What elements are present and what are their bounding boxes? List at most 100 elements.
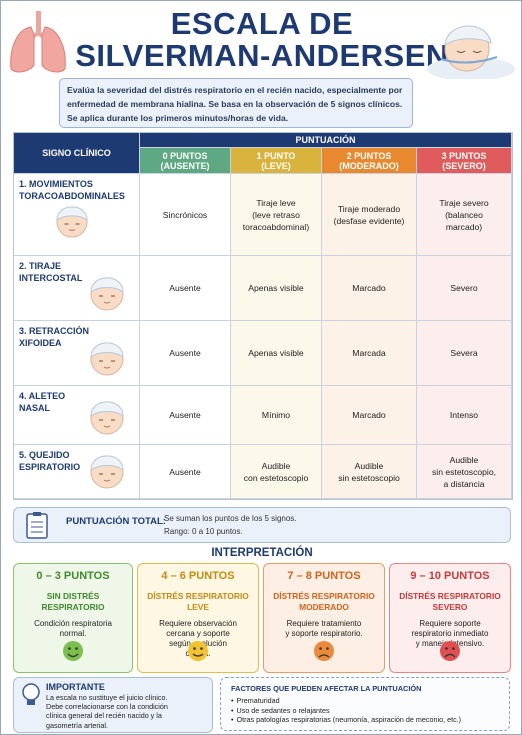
face [314, 641, 334, 661]
bullet: • [231, 705, 234, 715]
interpretation-card: 7 – 8 PUNTOS DÍSTRÉS RESPIRATORIO MODERAD… [263, 563, 385, 673]
score-cell: Mínimo [231, 386, 322, 445]
column-header: 0 PUNTOS (AUSENTE) [140, 148, 231, 174]
sign-cell: 3. RETRACCIÓN XIFOIDEA [14, 321, 140, 386]
column-title: 3 PUNTOS [441, 150, 487, 161]
card-range: 7 – 8 PUNTOS [287, 570, 361, 582]
interpretation-title: INTERPRETACIÓN [211, 547, 313, 559]
factor-text: Otras patologías respiratorias (neumonía… [236, 715, 462, 724]
interpretation-card: 0 – 3 PUNTOS SIN DISTRÉS RESPIRATORIO Cond… [13, 563, 133, 673]
column-subtitle: (LEVE) [261, 160, 291, 171]
sign-cell: 1. MOVIMIENTOS TORACOABDOMINALES [14, 174, 140, 256]
factor-item: • Prematuridad [231, 696, 461, 706]
column-header: 2 PUNTOS (MODERADO) [322, 148, 417, 174]
factor-text: Uso de sedantes o relajantes [236, 705, 330, 715]
total-line-1: Se suman los puntos de los 5 signos. [164, 514, 297, 523]
score-cell: Tiraje severo (balanceo marcado) [417, 174, 512, 256]
sign-name: 5. QUEJIDO ESPIRATORIO [19, 450, 81, 472]
sign-name: 4. ALETEO NASAL [19, 391, 66, 413]
sign-header: SIGNO CLÍNICO [14, 133, 140, 174]
important-box: IMPORTANTE La escala no sustituye el jui… [13, 677, 213, 733]
interpretation-card: 9 – 10 PUNTOS DÍSTRÉS RESPIRATORIO SEVERO… [389, 563, 511, 673]
score-cell: Severo [417, 256, 512, 321]
title-line-2: SILVERMAN-ANDERSEN [75, 38, 449, 73]
factors-box: FACTORES QUE PUEDEN AFECTAR LA PUNTUACIÓ… [220, 677, 510, 731]
score-cell: Audible con estetoscopio [231, 445, 322, 499]
column-header: 1 PUNTO (LEVE) [231, 148, 322, 174]
face-icon [390, 640, 510, 667]
score-cell: Marcado [322, 256, 417, 321]
face-icon [138, 640, 258, 667]
column-title: 1 PUNTO [256, 150, 296, 161]
factors-list: • Prematuridad • Uso de sedantes o relajant… [231, 696, 461, 725]
score-header: PUNTUACIÓN [140, 133, 512, 148]
intro-text: Evalúa la severidad del distrés respirat… [59, 78, 413, 128]
card-range: 4 – 6 PUNTOS [161, 570, 235, 582]
score-cell: Ausente [140, 386, 231, 445]
face-icon [14, 640, 132, 667]
column-subtitle: (SEVERO) [442, 160, 486, 171]
score-cell: Sincrónicos [140, 174, 231, 256]
score-cell: Audible sin estetoscopio [322, 445, 417, 499]
score-cell: Severa [417, 321, 512, 386]
column-subtitle: (MODERADO) [339, 160, 399, 171]
face-icon [264, 640, 384, 667]
sign-cell: 5. QUEJIDO ESPIRATORIO [14, 445, 140, 499]
score-cell: Tiraje leve (leve retraso toracoabdomina… [231, 174, 322, 256]
sign-illustration [83, 270, 131, 317]
important-text: La escala no sustituye el juicio clínico… [46, 693, 168, 730]
lungs-icon [10, 11, 66, 73]
column-title: 2 PUNTOS [346, 150, 392, 161]
column-header: 3 PUNTOS (SEVERO) [417, 148, 512, 174]
sign-cell: 2. TIRAJE INTERCOSTAL [14, 256, 140, 321]
score-cell: Apenas visible [231, 256, 322, 321]
baby-illustration [427, 25, 515, 79]
sign-illustration [83, 335, 131, 382]
total-label: PUNTUACIÓN TOTAL: [66, 516, 166, 527]
bullet: • [231, 696, 234, 705]
score-cell: Ausente [140, 445, 231, 499]
card-text: Requiere soporte respiratorio inmediato … [411, 619, 489, 648]
factor-text: Prematuridad [236, 696, 280, 705]
score-cell: Audible sin estetoscopio, a distancia [417, 445, 512, 499]
column-subtitle: (AUSENTE) [160, 160, 210, 171]
score-cell: Tiraje moderado (desfase evidente) [322, 174, 417, 256]
bullet: • [231, 715, 234, 724]
card-range: 9 – 10 PUNTOS [410, 570, 490, 582]
score-cell: Ausente [140, 321, 231, 386]
sign-name: 2. TIRAJE INTERCOSTAL [19, 261, 83, 283]
important-title: IMPORTANTE [46, 682, 105, 692]
score-cell: Marcado [322, 386, 417, 445]
face [440, 641, 460, 661]
total-line-2: Rango: 0 a 10 puntos. [164, 527, 243, 536]
sign-cell: 4. ALETEO NASAL [14, 386, 140, 445]
interpretation-card: 4 – 6 PUNTOS DÍSTRÉS RESPIRATORIO LEVE Req… [137, 563, 259, 673]
score-table: SIGNO CLÍNICO PUNTUACIÓN 0 PUNTOS (AUSENTE)… [13, 132, 513, 500]
face [188, 641, 208, 661]
card-title: DÍSTRÉS RESPIRATORIO LEVE [147, 591, 249, 612]
clipboard-icon [26, 512, 48, 539]
baby-icon [90, 342, 124, 376]
bulb-icon [22, 683, 40, 705]
card-text: Requiere tratamiento y soporte respirato… [285, 619, 363, 638]
sign-name: 3. RETRACCIÓN XIFOIDEA [19, 326, 90, 348]
score-cell: Apenas visible [231, 321, 322, 386]
face [63, 641, 83, 661]
baby-icon [90, 401, 124, 435]
baby-icon [90, 455, 124, 489]
column-title: 0 PUNTOS [162, 150, 208, 161]
baby-icon [90, 277, 124, 311]
title-line-1: ESCALA DE [170, 6, 354, 41]
sign-illustration [83, 448, 131, 495]
score-cell: Marcada [322, 321, 417, 386]
factors-title: FACTORES QUE PUEDEN AFECTAR LA PUNTUACIÓ… [231, 684, 422, 693]
baby-icon [56, 206, 88, 238]
card-title: SIN DISTRÉS RESPIRATORIO [41, 591, 105, 612]
factor-item: • Uso de sedantes o relajantes [231, 706, 461, 716]
score-cell: Intenso [417, 386, 512, 445]
card-title: DÍSTRÉS RESPIRATORIO SEVERO [399, 591, 501, 612]
card-text: Condición respiratoria normal. [34, 619, 112, 638]
sign-name: 1. MOVIMIENTOS TORACOABDOMINALES [19, 179, 125, 201]
score-cell: Ausente [140, 256, 231, 321]
